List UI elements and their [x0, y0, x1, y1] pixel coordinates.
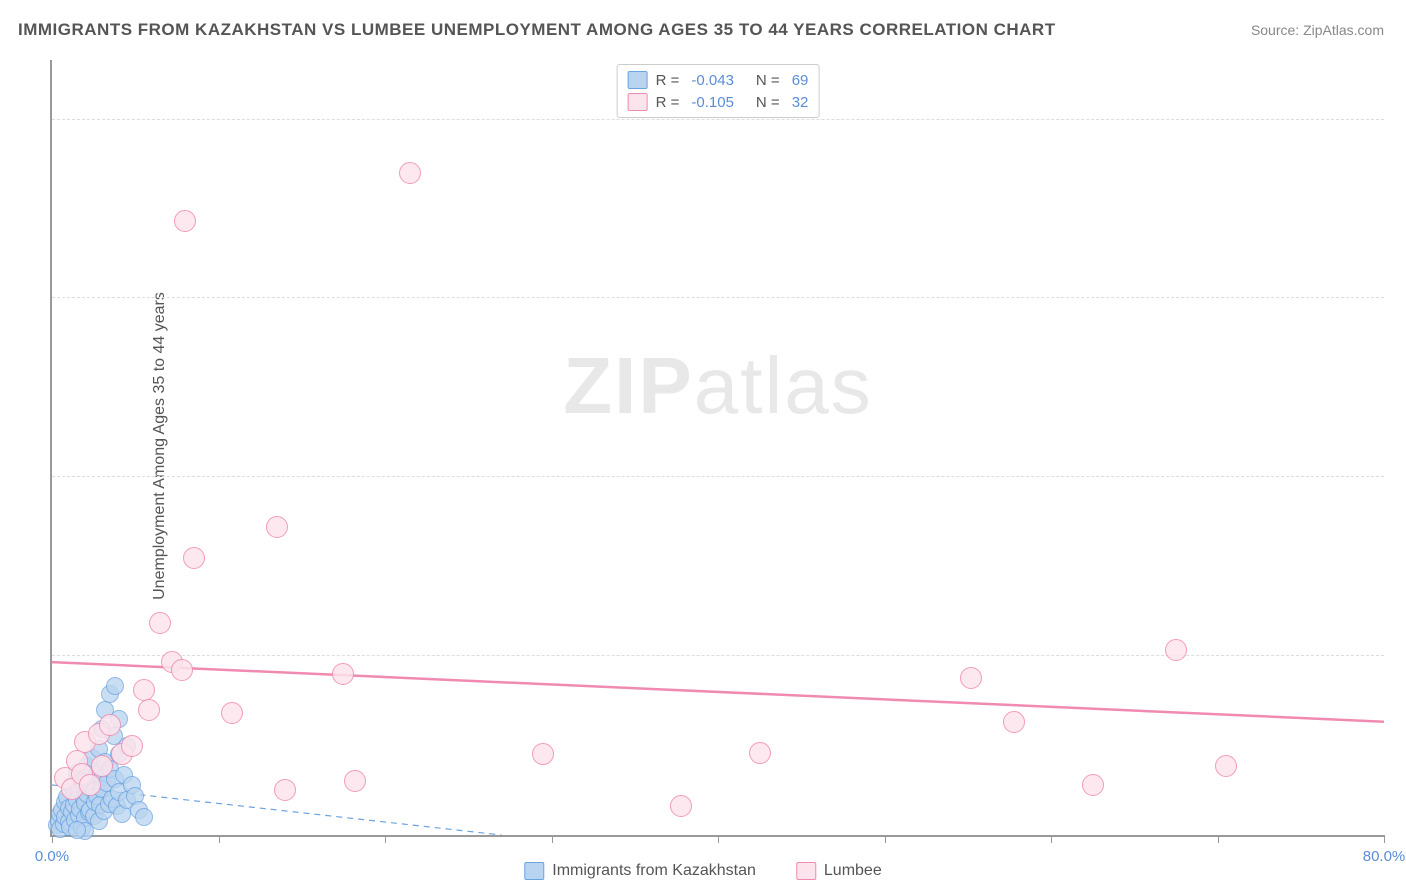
trend-lines-layer: [52, 60, 1384, 835]
data-point: [79, 774, 101, 796]
y-tick-label: 60.0%: [1394, 94, 1406, 111]
legend-item: Immigrants from Kazakhstan: [524, 862, 756, 880]
gridline: [52, 119, 1384, 120]
y-tick-label: 45.0%: [1394, 273, 1406, 290]
data-point: [135, 808, 153, 826]
legend-item: Lumbee: [796, 862, 882, 880]
x-tick: [219, 835, 220, 843]
x-tick: [885, 835, 886, 843]
x-tick: [52, 835, 53, 843]
x-tick-label: 0.0%: [35, 848, 69, 865]
data-point: [106, 677, 124, 695]
data-point: [183, 547, 205, 569]
legend-swatch: [628, 93, 648, 111]
data-point: [274, 779, 296, 801]
data-point: [91, 755, 113, 777]
data-point: [749, 742, 771, 764]
data-point: [171, 659, 193, 681]
x-tick: [552, 835, 553, 843]
x-tick: [1218, 835, 1219, 843]
legend-stat-row: R =-0.105N =32: [628, 91, 809, 113]
data-point: [960, 667, 982, 689]
data-point: [149, 612, 171, 634]
correlation-legend: R =-0.043N =69R =-0.105N =32: [617, 64, 820, 118]
data-point: [1003, 711, 1025, 733]
legend-swatch: [628, 71, 648, 89]
legend-stat-row: R =-0.043N =69: [628, 69, 809, 91]
data-point: [99, 714, 121, 736]
legend-label: Lumbee: [824, 862, 882, 880]
watermark: ZIPatlas: [563, 340, 872, 432]
source-label: Source: ZipAtlas.com: [1251, 22, 1384, 38]
x-tick-label: 80.0%: [1363, 848, 1406, 865]
data-point: [670, 795, 692, 817]
legend-label: Immigrants from Kazakhstan: [552, 862, 756, 880]
data-point: [133, 679, 155, 701]
x-tick: [1051, 835, 1052, 843]
gridline: [52, 476, 1384, 477]
chart-title: IMMIGRANTS FROM KAZAKHSTAN VS LUMBEE UNE…: [18, 20, 1056, 40]
y-tick-label: 30.0%: [1394, 452, 1406, 469]
chart-plot-area: ZIPatlas R =-0.043N =69R =-0.105N =32 15…: [50, 60, 1384, 837]
data-point: [532, 743, 554, 765]
legend-swatch: [796, 862, 816, 880]
data-point: [1215, 755, 1237, 777]
x-tick: [1384, 835, 1385, 843]
data-point: [399, 162, 421, 184]
data-point: [121, 735, 143, 757]
data-point: [174, 210, 196, 232]
data-point: [221, 702, 243, 724]
data-point: [1082, 774, 1104, 796]
data-point: [138, 699, 160, 721]
data-point: [1165, 639, 1187, 661]
x-tick: [385, 835, 386, 843]
data-point: [68, 821, 86, 839]
data-point: [266, 516, 288, 538]
gridline: [52, 297, 1384, 298]
y-tick-label: 15.0%: [1394, 631, 1406, 648]
legend-swatch: [524, 862, 544, 880]
x-tick: [718, 835, 719, 843]
data-point: [332, 663, 354, 685]
data-point: [344, 770, 366, 792]
series-legend: Immigrants from Kazakhstan Lumbee: [524, 862, 881, 880]
